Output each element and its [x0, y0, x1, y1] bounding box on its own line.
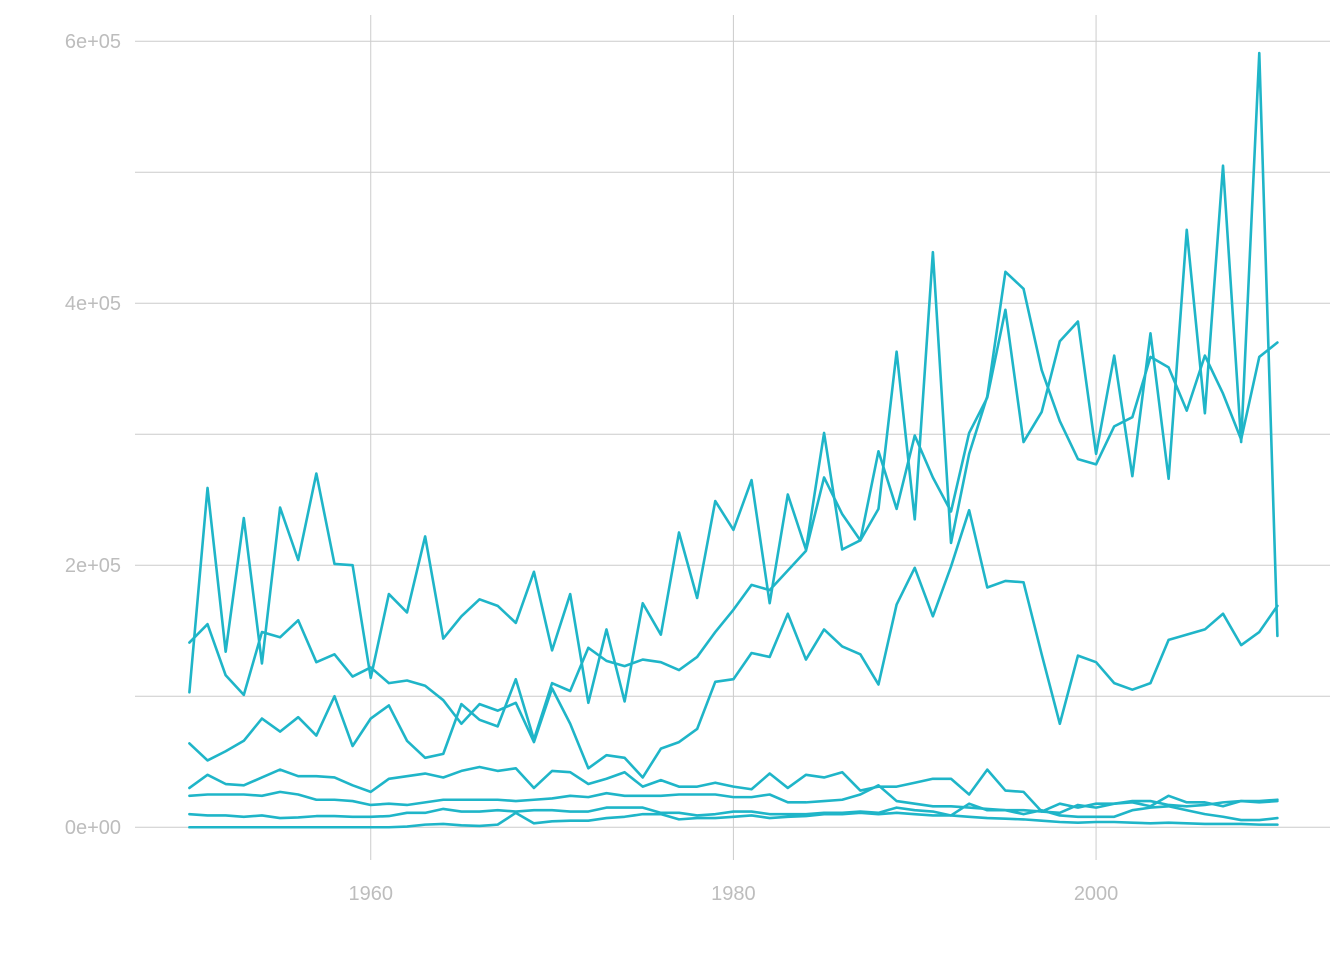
x-tick-label: 1980	[711, 883, 756, 905]
series-line-7	[188, 811, 1279, 829]
series-line-4	[188, 765, 1279, 813]
axis-labels: 0e+00 2e+05 4e+05 6e+05 1960 1980 2000	[65, 31, 1118, 905]
series-line-3	[188, 250, 1279, 762]
x-tick-label: 2000	[1074, 883, 1119, 905]
series-line-2	[188, 508, 1279, 779]
series-layer	[188, 51, 1279, 829]
y-tick-label: 6e+05	[65, 31, 121, 53]
series-line-6	[188, 802, 1279, 822]
series-line-1	[188, 51, 1279, 705]
y-tick-label: 0e+00	[65, 817, 121, 839]
y-tick-label: 4e+05	[65, 293, 121, 315]
y-tick-label: 2e+05	[65, 555, 121, 577]
x-tick-label: 1960	[348, 883, 393, 905]
series-line-5	[188, 784, 1279, 815]
